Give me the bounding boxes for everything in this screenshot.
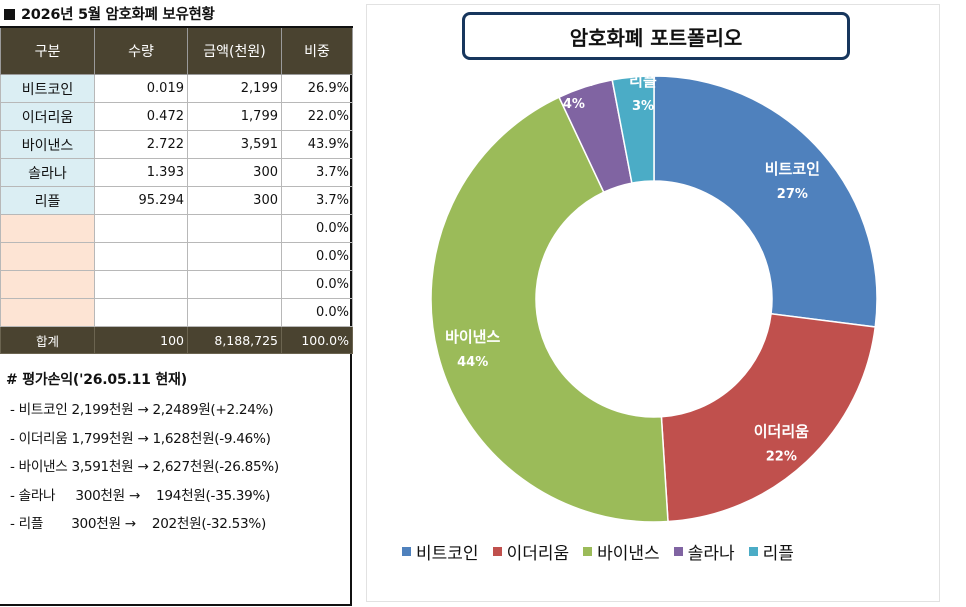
cell-ratio: 43.9%	[281, 130, 353, 159]
cell-ratio: 3.7%	[281, 158, 353, 187]
cell-name: 솔라나	[0, 158, 95, 187]
cell-quantity: 1.393	[94, 158, 188, 187]
profit-loss-line: - 솔라나 300천원 → 194천원(-35.39%)	[6, 487, 271, 504]
legend-item: 이더리움	[492, 539, 570, 564]
profit-loss-line: - 비트코인 2,199천원 → 2,2489원(+2.24%)	[6, 402, 274, 418]
legend-swatch	[748, 546, 758, 556]
cell-ratio: 0.0%	[281, 270, 353, 299]
slice-label: 솔라나	[553, 70, 595, 88]
legend-swatch	[402, 546, 411, 556]
cell-amount: 3,591	[187, 130, 282, 159]
legend-swatch	[673, 546, 683, 556]
cell-ratio: 0.0%	[281, 242, 353, 271]
profit-loss-heading: # 평가손익('26.05.11 현재)	[6, 372, 187, 388]
cell-amount	[187, 298, 282, 327]
table-row: 0.0%	[0, 298, 353, 327]
legend-item: 솔라나	[673, 539, 735, 564]
table-row: 이더리움 0.472 1,799 22.0%	[0, 102, 353, 131]
profit-loss-line: - 리플 300천원 → 202천원(-32.53%)	[6, 516, 266, 532]
cell-amount: 300	[187, 186, 282, 215]
cell-amount	[187, 242, 282, 271]
cell-quantity: 95.294	[94, 186, 188, 215]
table-row: 바이낸스 2.722 3,591 43.9%	[0, 130, 353, 159]
cell-name: 비트코인	[0, 74, 95, 103]
table-row: 0.0%	[0, 270, 353, 299]
legend-item: 바이낸스	[583, 539, 660, 564]
table-row: 0.0%	[0, 242, 353, 271]
legend-label: 리플	[762, 543, 794, 564]
cell-ratio: 3.7%	[281, 186, 353, 215]
header-amount: 금액(천원)	[187, 26, 282, 75]
donut-slice-3	[430, 96, 669, 523]
header-category: 구분	[0, 26, 95, 75]
table-header-row: 구분 수량 금액(천원) 비중	[0, 26, 353, 75]
table-row: 0.0%	[0, 214, 353, 243]
chart-title: 암호화폐 포트폴리오	[462, 12, 850, 60]
donut-slice-2	[660, 312, 877, 523]
cell-name	[0, 298, 95, 327]
cell-ratio: 22.0%	[281, 102, 353, 131]
cell-amount	[187, 270, 282, 299]
slice-label: 리플	[629, 72, 657, 90]
cell-name: 리플	[0, 186, 95, 215]
table-row: 비트코인 0.019 2,199 26.9%	[0, 74, 353, 103]
cell-amount: 1,799	[187, 102, 282, 131]
legend-item: 비트코인	[402, 539, 479, 564]
cell-ratio: 0.0%	[281, 214, 353, 243]
cell-amount: 300	[187, 158, 282, 187]
slice-percent: 44%	[457, 355, 488, 370]
donut-chart: 비트코인 27% 이더리움 22% 바이낸스 44% 솔라나 4% 리플 3%	[430, 70, 878, 523]
square-bullet-icon	[4, 9, 15, 20]
slice-label: 이더리움	[754, 422, 809, 440]
cell-quantity: 0.019	[94, 74, 188, 103]
cell-amount	[187, 214, 282, 243]
donut-slice-5	[611, 75, 655, 184]
legend-swatch	[583, 546, 593, 556]
cell-name	[0, 214, 95, 243]
slice-percent: 3%	[632, 99, 654, 114]
cell-quantity: 0.472	[94, 102, 188, 131]
slice-percent: 4%	[563, 97, 585, 112]
table-row: 솔라나 1.393 300 3.7%	[0, 158, 353, 187]
total-amount: 8,188,725	[187, 326, 282, 354]
chart-area	[366, 4, 940, 602]
cell-quantity	[94, 214, 188, 243]
cell-name: 이더리움	[0, 102, 95, 131]
cell-name	[0, 270, 95, 299]
cell-ratio: 0.0%	[281, 298, 353, 327]
legend-label: 이더리움	[506, 543, 570, 564]
total-ratio: 100.0%	[281, 326, 353, 354]
chart-legend: 비트코인 이더리움 바이낸스 솔라나 리플	[402, 537, 932, 565]
donut-slice-1	[653, 75, 878, 328]
holdings-table: 구분 수량 금액(천원) 비중 비트코인 0.019 2,199 26.9% 이더리움…	[0, 26, 353, 354]
table-row: 리플 95.294 300 3.7%	[0, 186, 353, 215]
legend-swatch	[492, 546, 502, 556]
legend-item: 리플	[748, 539, 794, 564]
slice-label: 바이낸스	[445, 328, 500, 346]
page-title: 2026년 5월 암호화폐 보유현황	[4, 3, 215, 24]
cell-name	[0, 242, 95, 271]
header-quantity: 수량	[94, 26, 188, 75]
cell-ratio: 26.9%	[281, 74, 353, 103]
table-total-row: 합계 100 8,188,725 100.0%	[0, 326, 353, 354]
profit-loss-line: - 바이낸스 3,591천원 → 2,627천원(-26.85%)	[6, 459, 279, 475]
cell-quantity	[94, 242, 188, 271]
cell-amount: 2,199	[187, 74, 282, 103]
header-ratio: 비중	[281, 26, 353, 75]
slice-label: 비트코인	[765, 160, 820, 178]
slice-percent: 22%	[766, 449, 797, 464]
cell-quantity	[94, 270, 188, 299]
profit-loss-section: # 평가손익('26.05.11 현재) - 비트코인 2,199천원 → 2,…	[6, 369, 346, 541]
total-quantity: 100	[94, 326, 188, 354]
cell-name: 바이낸스	[0, 130, 95, 159]
profit-loss-line: - 이더리움 1,799천원 → 1,628천원(-9.46%)	[6, 430, 271, 447]
total-label: 합계	[0, 326, 95, 354]
slice-percent: 27%	[777, 187, 808, 202]
legend-label: 비트코인	[416, 543, 479, 564]
legend-label: 바이낸스	[597, 543, 660, 564]
cell-quantity: 2.722	[94, 130, 188, 159]
cell-quantity	[94, 298, 188, 327]
legend-label: 솔라나	[687, 543, 735, 564]
